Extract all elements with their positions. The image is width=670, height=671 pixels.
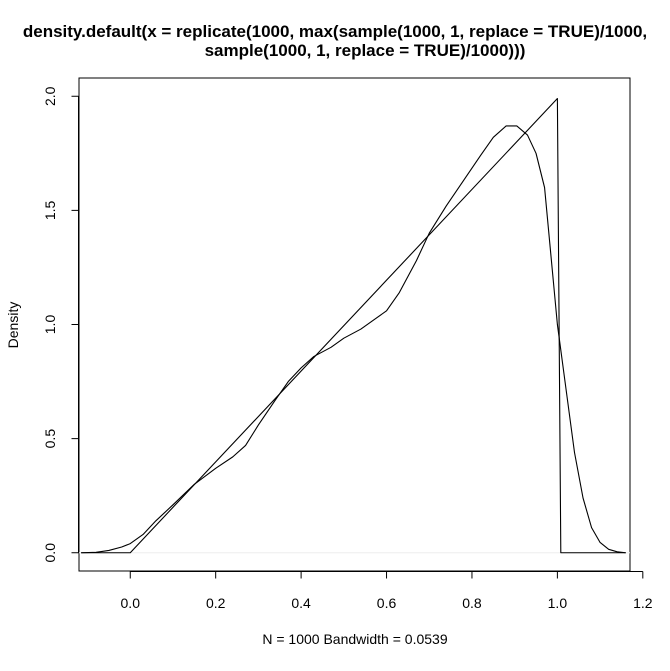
x-tick-label: 0.4 [291,595,311,611]
x-tick-label: 0.2 [206,595,226,611]
title-line-2: sample(1000, 1, replace = TRUE)/1000))) [205,41,526,60]
x-tick-label: 0.0 [121,595,141,611]
x-tick-label: 1.2 [633,595,653,611]
y-tick-label: 2.0 [42,86,58,106]
axes-group: 0.0 0.2 0.4 0.6 0.8 1.0 1.2 0.0 0.5 1.0 1.5 2.0 [42,77,653,611]
density-curve [81,125,626,554]
x-axis-label: N = 1000 Bandwidth = 0.0539 [262,631,447,647]
title-line-1: density.default(x = replicate(1000, max(… [23,22,647,41]
y-tick-label: 1.5 [42,200,58,220]
y-tick-label: 1.0 [42,315,58,335]
x-tick-label: 0.8 [462,595,482,611]
y-tick-label: 0.0 [42,543,58,563]
y-axis-label: Density [5,302,21,349]
plot-group [79,97,630,554]
x-tick-label: 1.0 [548,595,568,611]
x-tick-label: 0.6 [377,595,397,611]
plot-frame [78,77,631,572]
y-tick-label: 0.5 [42,429,58,449]
reference-curve [81,97,626,554]
